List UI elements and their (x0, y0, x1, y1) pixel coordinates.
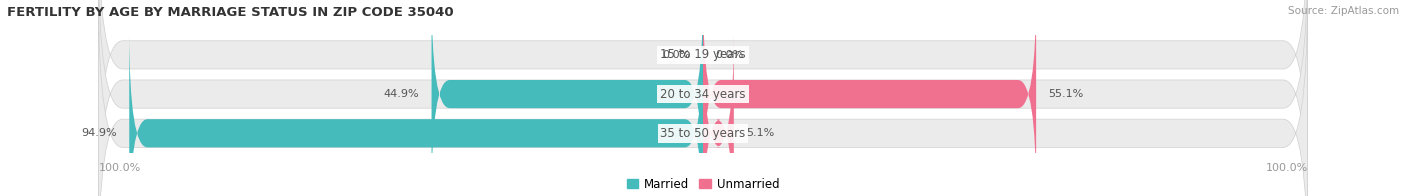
Text: 55.1%: 55.1% (1049, 89, 1084, 99)
Text: 100.0%: 100.0% (1265, 163, 1308, 173)
FancyBboxPatch shape (98, 0, 1308, 196)
Text: 94.9%: 94.9% (82, 128, 117, 138)
Text: 5.1%: 5.1% (747, 128, 775, 138)
Text: 0.0%: 0.0% (716, 50, 744, 60)
Text: Source: ZipAtlas.com: Source: ZipAtlas.com (1288, 6, 1399, 16)
Text: 100.0%: 100.0% (98, 163, 141, 173)
Text: 0.0%: 0.0% (662, 50, 690, 60)
Text: 20 to 34 years: 20 to 34 years (661, 88, 745, 101)
Text: FERTILITY BY AGE BY MARRIAGE STATUS IN ZIP CODE 35040: FERTILITY BY AGE BY MARRIAGE STATUS IN Z… (7, 6, 454, 19)
Text: 44.9%: 44.9% (384, 89, 419, 99)
FancyBboxPatch shape (129, 30, 703, 196)
Legend: Married, Unmarried: Married, Unmarried (621, 173, 785, 195)
FancyBboxPatch shape (98, 0, 1308, 196)
FancyBboxPatch shape (703, 30, 734, 196)
Text: 35 to 50 years: 35 to 50 years (661, 127, 745, 140)
Text: 15 to 19 years: 15 to 19 years (661, 48, 745, 61)
FancyBboxPatch shape (98, 0, 1308, 196)
FancyBboxPatch shape (432, 0, 703, 196)
FancyBboxPatch shape (703, 0, 1036, 196)
